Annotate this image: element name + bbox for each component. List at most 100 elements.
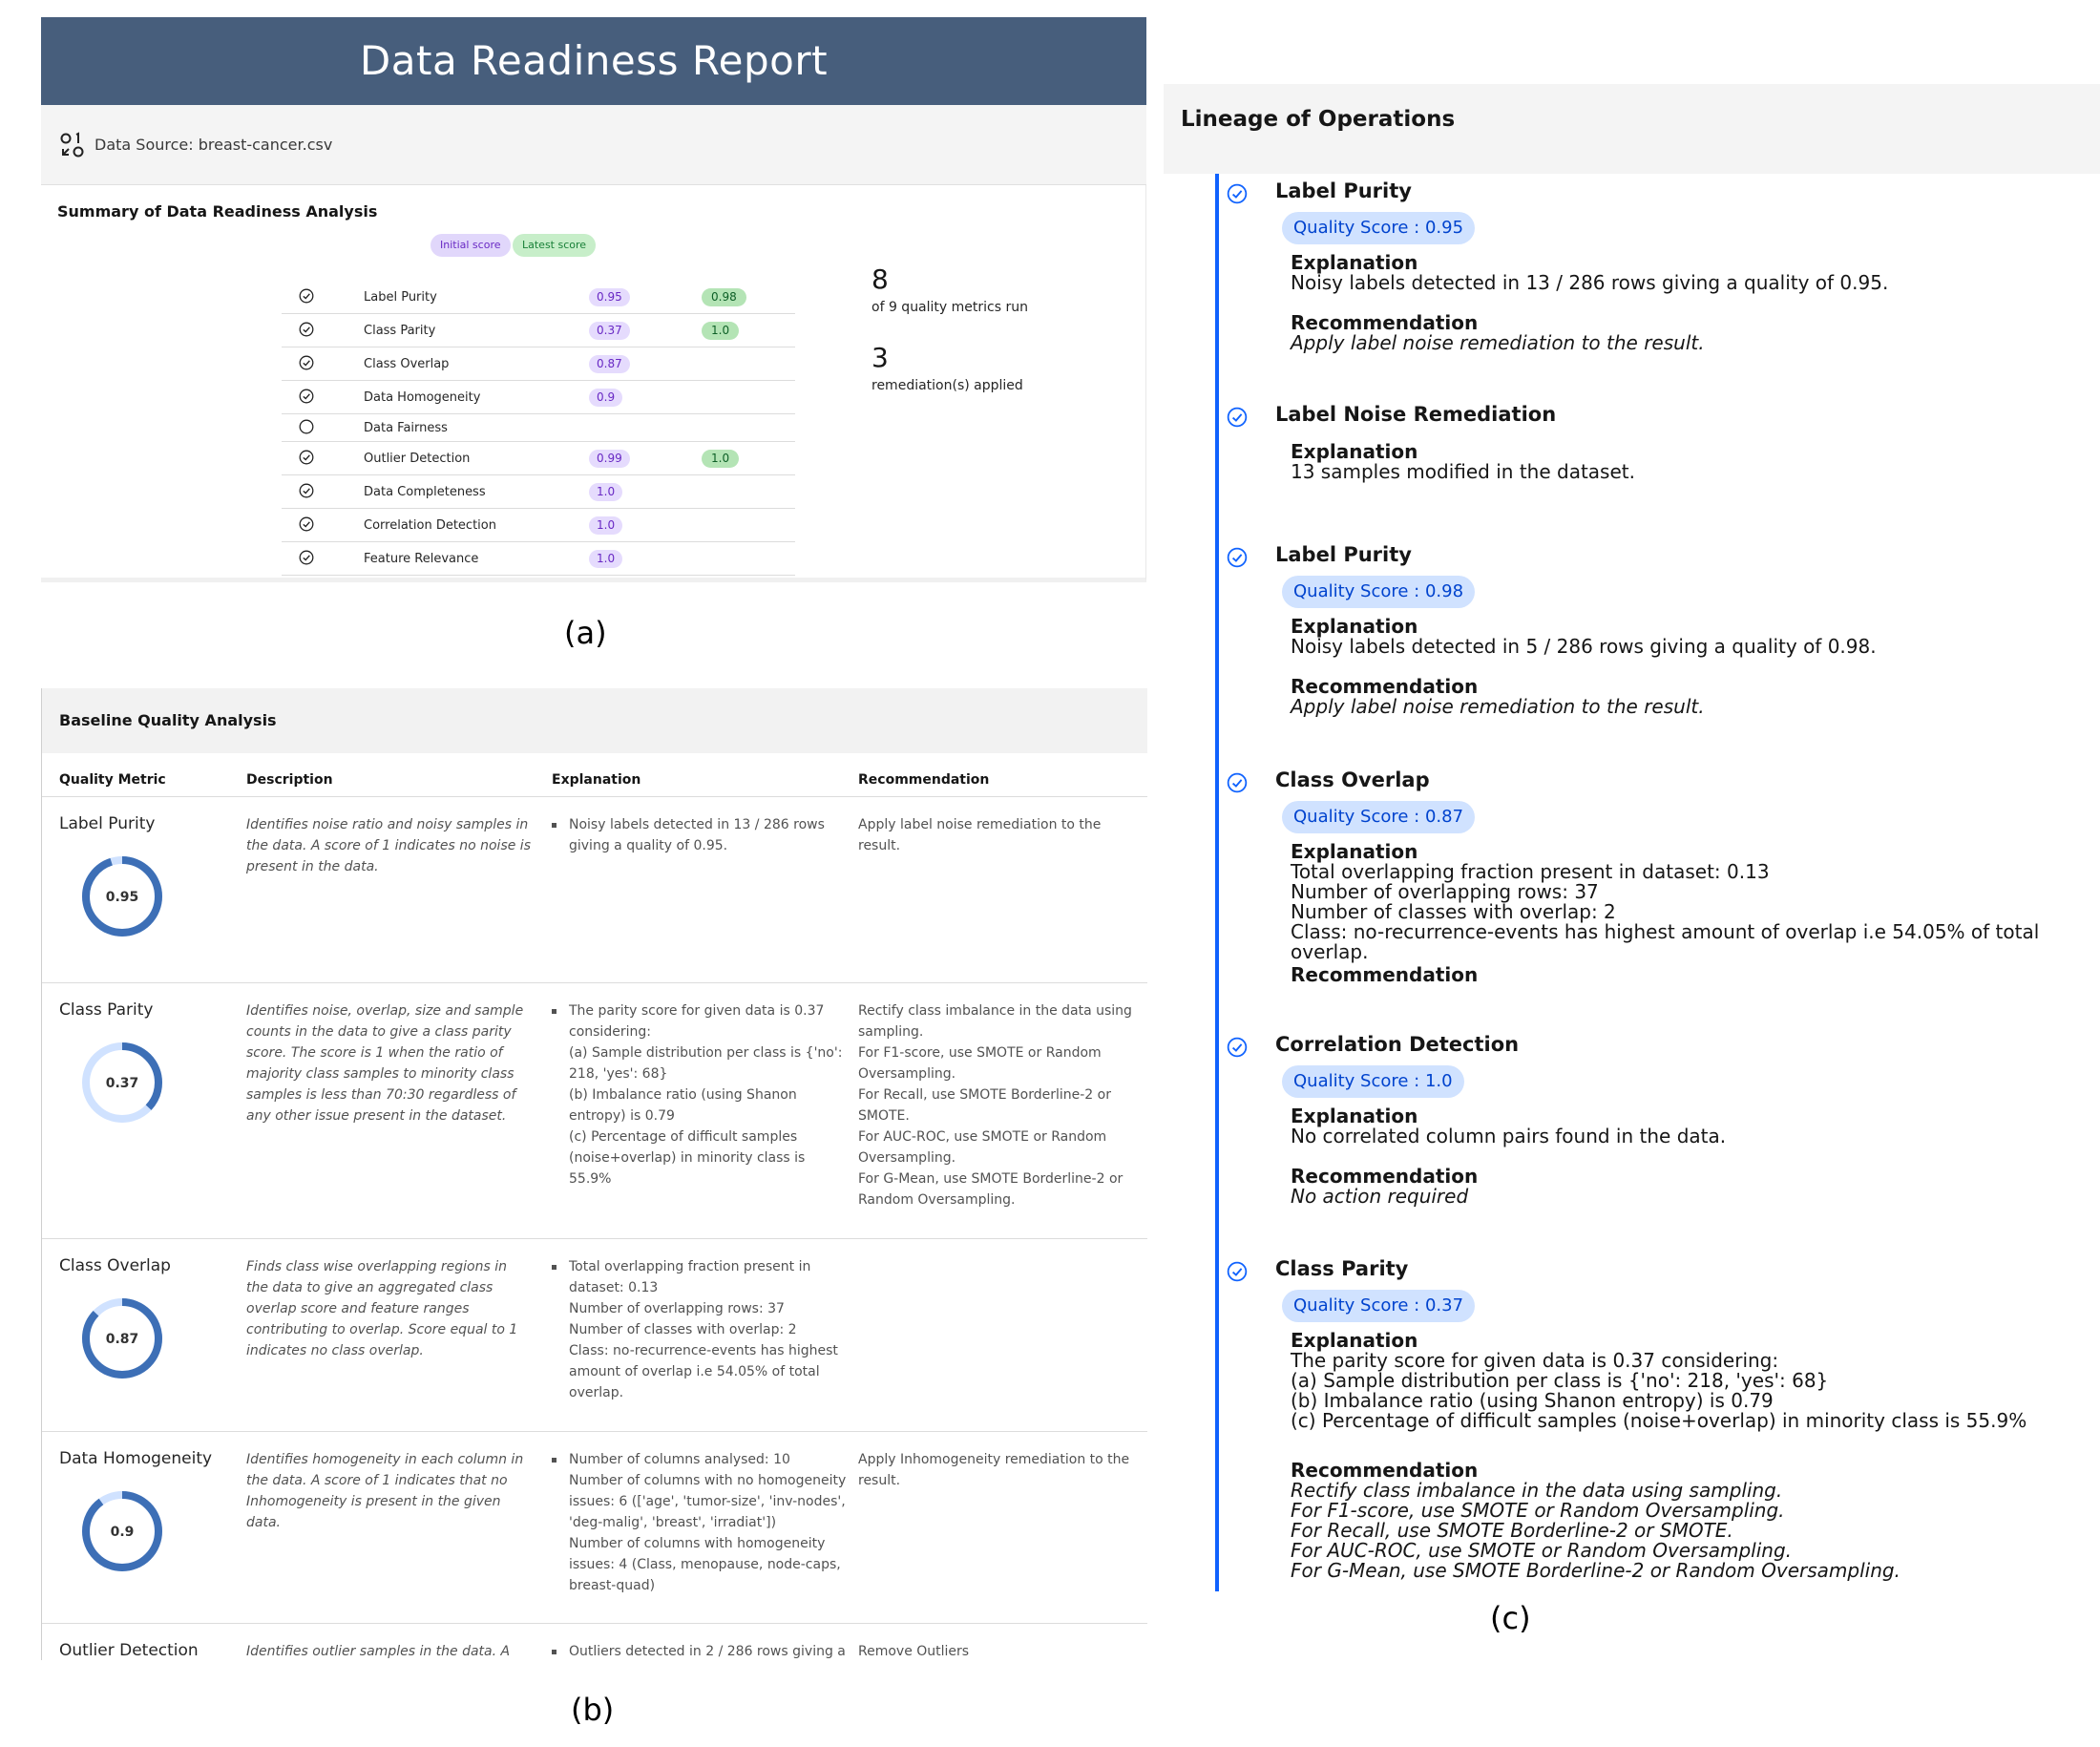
- baseline-heading: Baseline Quality Analysis: [42, 688, 1147, 753]
- quality-score-tag: Quality Score : 0.37: [1282, 1290, 1476, 1322]
- explanation-text: The parity score for given data is 0.37 …: [1291, 1349, 2027, 1432]
- baseline-table-row: Data Homogeneity 0.9 Identifies homogeneit…: [42, 1432, 1147, 1624]
- summary-metric-row: Class Parity 0.37 1.0: [282, 314, 795, 347]
- summary-metric-name: Class Parity: [364, 324, 436, 338]
- recommendation-heading: Recommendation: [1291, 675, 1479, 698]
- checkmark-outline-icon: [1227, 407, 1248, 428]
- metric-explanation: Outliers detected in 2 / 286 rows giving…: [552, 1641, 848, 1660]
- caption-a: (a): [564, 615, 607, 651]
- initial-score-badge: 0.95: [589, 288, 630, 306]
- data-source-label: Data Source: breast-cancer.csv: [94, 136, 333, 154]
- summary-metric-name: Data Fairness: [364, 421, 448, 435]
- initial-score-badge: 1.0: [589, 516, 623, 535]
- legend-latest-score: Latest score: [513, 234, 597, 257]
- caption-c: (c): [1490, 1600, 1531, 1636]
- metric-explanation: Noisy labels detected in 13 / 286 rows g…: [552, 814, 848, 856]
- latest-score-badge: 1.0: [702, 450, 740, 468]
- summary-metric-name: Correlation Detection: [364, 518, 496, 533]
- metric-name: Class Parity: [59, 1000, 154, 1020]
- donut-score-label: 0.95: [106, 890, 139, 905]
- column-header-recommendation: Recommendation: [858, 772, 990, 788]
- remediations-label: remediation(s) applied: [872, 378, 1023, 393]
- column-header-description: Description: [246, 772, 333, 788]
- data-source-bar: Data Source: breast-cancer.csv: [41, 105, 1146, 185]
- column-header-divider: [42, 796, 1147, 797]
- explanation-heading: Explanation: [1291, 251, 1418, 274]
- metrics-run-label: of 9 quality metrics run: [872, 300, 1028, 315]
- lineage-heading: Lineage of Operations: [1164, 84, 2100, 174]
- score-donut-chart: 0.9: [82, 1491, 162, 1571]
- metric-description: Identifies noise, overlap, size and samp…: [246, 1003, 524, 1124]
- checkmark-outline-icon: [1227, 1261, 1248, 1282]
- summary-metric-row: Data Completeness 1.0: [282, 475, 795, 509]
- summary-metric-row: Feature Relevance 1.0: [282, 542, 795, 576]
- explanation-block: Explanation Noisy labels detected in 13 /…: [1291, 252, 2092, 293]
- explanation-block: Explanation Total overlapping fraction pr…: [1291, 841, 2092, 962]
- legend-initial-score: Initial score: [430, 234, 511, 257]
- data-source-icon: [60, 131, 84, 157]
- latest-score-badge: 1.0: [702, 322, 740, 340]
- lineage-item-title: Label Purity: [1275, 179, 1412, 202]
- recommendation-heading: Recommendation: [1291, 1459, 1479, 1482]
- score-donut-chart: 0.37: [82, 1042, 162, 1123]
- summary-metric-name: Label Purity: [364, 290, 437, 305]
- summary-metric-name: Data Homogeneity: [364, 390, 481, 405]
- readiness-summary-panel: Data Readiness Report Data Source: breas…: [41, 17, 1146, 587]
- explanation-heading: Explanation: [1291, 615, 1418, 638]
- explanation-text: 13 samples modified in the dataset.: [1291, 460, 1635, 483]
- checkmark-outline-icon: [1227, 1037, 1248, 1058]
- circle-outline-icon: [299, 419, 314, 434]
- metric-description: Identifies outlier samples in the data. …: [246, 1644, 511, 1659]
- metric-description: Finds class wise overlapping regions in …: [246, 1259, 518, 1358]
- donut-score-label: 0.9: [111, 1525, 135, 1540]
- initial-score-badge: 0.9: [589, 389, 623, 407]
- summary-metric-name: Feature Relevance: [364, 552, 479, 566]
- lineage-timeline-rail: [1215, 174, 1219, 1591]
- donut-score-arc: [82, 1298, 162, 1379]
- checkmark-outline-icon: [299, 288, 314, 304]
- donut-score-label: 0.37: [106, 1076, 139, 1091]
- summary-heading: Summary of Data Readiness Analysis: [57, 202, 378, 221]
- donut-score-arc: [82, 1042, 162, 1123]
- metric-description: Identifies homogeneity in each column in…: [246, 1452, 524, 1530]
- quality-score-tag: Quality Score : 0.87: [1282, 801, 1476, 833]
- checkmark-outline-icon: [299, 516, 314, 532]
- column-header-metric: Quality Metric: [59, 772, 166, 788]
- explanation-text: Total overlapping fraction present in da…: [1291, 860, 2040, 963]
- recommendation-block: Recommendation Apply label noise remediat…: [1291, 676, 2092, 717]
- metric-explanation: The parity score for given data is 0.37 …: [552, 1000, 848, 1189]
- initial-score-badge: 0.87: [589, 355, 630, 373]
- explanation-heading: Explanation: [1291, 1329, 1418, 1352]
- explanation-heading: Explanation: [1291, 840, 1418, 863]
- recommendation-text: Apply label noise remediation to the res…: [1291, 331, 1705, 354]
- summary-metric-row: Label Purity 0.95 0.98: [282, 281, 795, 314]
- checkmark-outline-icon: [299, 550, 314, 565]
- summary-metric-name: Class Overlap: [364, 357, 450, 371]
- metric-explanation: Number of columns analysed: 10 Number of…: [552, 1449, 848, 1596]
- remediations-count: 3: [872, 342, 889, 373]
- checkmark-outline-icon: [299, 389, 314, 404]
- checkmark-outline-icon: [299, 355, 314, 370]
- checkmark-outline-icon: [299, 483, 314, 498]
- recommendation-block: Recommendation Apply label noise remediat…: [1291, 312, 2092, 353]
- explanation-block: Explanation The parity score for given da…: [1291, 1330, 2092, 1431]
- score-donut-chart: 0.95: [82, 856, 162, 937]
- metric-name: Data Homogeneity: [59, 1449, 213, 1468]
- explanation-block: Explanation 13 samples modified in the da…: [1291, 441, 2092, 482]
- metric-explanation: Total overlapping fraction present in da…: [552, 1256, 848, 1403]
- summary-metric-row: Data Homogeneity 0.9: [282, 381, 795, 414]
- recommendation-block: Recommendation: [1291, 964, 2092, 985]
- metric-recommendation: Remove Outliers: [858, 1644, 970, 1659]
- summary-metric-name: Data Completeness: [364, 485, 486, 499]
- explanation-heading: Explanation: [1291, 1105, 1418, 1127]
- donut-score-label: 0.87: [106, 1332, 139, 1347]
- summary-metric-row: Outlier Detection 0.99 1.0: [282, 442, 795, 475]
- baseline-table-row: Outlier Detection Identifies outlier samp…: [42, 1624, 1147, 1660]
- explanation-block: Explanation No correlated column pairs fo…: [1291, 1105, 2092, 1147]
- metric-name: Class Overlap: [59, 1256, 171, 1275]
- initial-score-badge: 1.0: [589, 483, 623, 501]
- lineage-item-title: Label Purity: [1275, 543, 1412, 566]
- checkmark-outline-icon: [299, 322, 314, 337]
- lineage-item-title: Class Overlap: [1275, 768, 1430, 791]
- checkmark-outline-icon: [1227, 772, 1248, 793]
